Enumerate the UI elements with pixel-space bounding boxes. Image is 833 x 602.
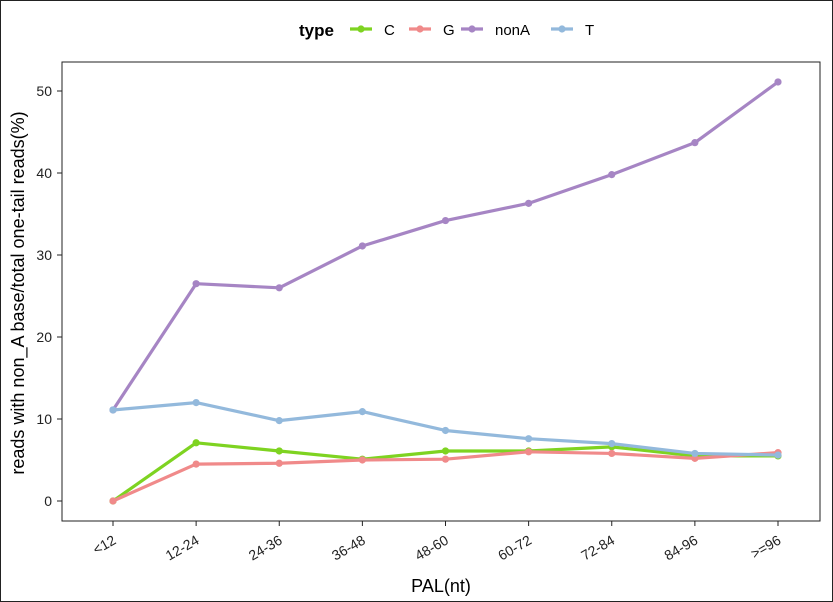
x-axis-title: PAL(nt) [411,576,471,596]
legend-item-C: C [350,22,395,39]
data-point [691,449,699,458]
data-point [275,459,283,467]
data-point [774,78,782,86]
data-point [358,456,366,464]
series-layer [109,78,782,505]
legend-label: G [443,22,455,39]
data-point [275,284,283,292]
legend-key-point [558,25,566,33]
data-point [192,399,200,407]
data-point [441,426,450,435]
data-point [109,406,117,414]
x-tick-label: 84-96 [661,532,700,564]
data-point [192,280,200,288]
legend-label: C [384,22,395,39]
legend-key-point [416,25,424,33]
y-tick-label: 0 [44,493,52,509]
data-point [358,408,366,416]
x-tick-label: 24-36 [246,532,285,564]
legend-label: nonA [495,22,530,39]
data-point [441,447,450,455]
legend-label: T [585,22,594,39]
y-axis-title: reads with non_A base/total one-tail rea… [8,111,29,474]
y-tick-label: 10 [36,411,52,427]
data-point [608,171,616,179]
plot-panel [61,61,821,522]
y-tick-label: 40 [36,165,52,181]
x-tick-label: 48-60 [412,532,451,564]
data-point [608,440,616,448]
data-point [109,497,117,505]
data-point [525,199,533,207]
x-axis: <12 12-24 24-36 36-48 48-60 60-72 72-84 84-96 >=… [90,521,784,564]
x-tick-label: 72-84 [578,532,617,564]
data-point [275,447,283,455]
data-point [608,449,616,458]
legend-item-T: T [551,22,594,39]
x-tick-label: 60-72 [495,532,534,564]
x-tick-label: >=96 [748,532,784,562]
legend-key-point [357,25,365,33]
legend-item-nonA: nonA [461,22,530,39]
data-point [441,216,450,225]
series-C [109,439,782,505]
legend-title: type [299,21,334,40]
series-nonA [109,78,782,414]
series-line-nonA [111,80,780,412]
x-tick-label: 36-48 [329,532,368,564]
legend-item-G: G [409,22,455,39]
x-tick-label: <12 [90,532,119,558]
x-tick-label: 12-24 [163,532,202,564]
y-tick-label: 30 [36,247,52,263]
data-point [192,439,200,447]
series-T [109,399,782,459]
data-point [441,455,450,463]
y-tick-label: 20 [36,329,52,345]
series-G [109,448,782,505]
data-point [275,417,283,425]
data-point [774,451,782,459]
data-point [358,242,366,250]
data-point [192,460,200,468]
legend-key-point [468,25,476,33]
y-axis: 0 10 20 30 40 50 [36,83,62,509]
data-point [525,448,533,456]
data-point [691,454,699,462]
data-point [525,435,533,443]
data-point [691,139,699,147]
y-tick-label: 50 [36,83,52,99]
